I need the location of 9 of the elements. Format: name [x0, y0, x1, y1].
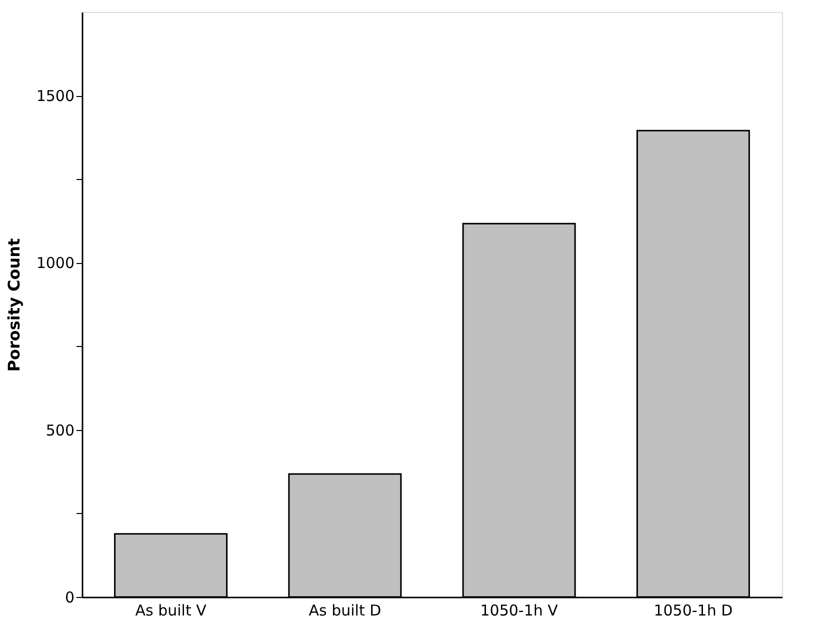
y-tick-label: 1000: [36, 254, 74, 272]
y-axis-title: Porosity Count: [4, 238, 24, 372]
x-tick-label: 1050-1h D: [654, 602, 733, 620]
y-tick-label: 1500: [36, 87, 74, 106]
x-tick-label: 1050-1h V: [480, 602, 559, 620]
x-tick-label: As built D: [308, 602, 382, 620]
y-tick-label: 0: [64, 588, 74, 606]
x-tick-label: As built V: [135, 602, 208, 620]
y-tick-label: 500: [46, 421, 74, 440]
